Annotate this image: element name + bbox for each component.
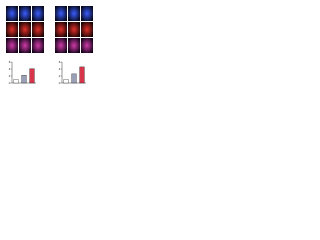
micrograph-grid [6,6,93,53]
micrograph [19,22,31,37]
y-tick-label: 2 [59,74,61,78]
micrograph [19,38,31,53]
bar [79,66,85,84]
y-tick-label: 0 [9,81,11,85]
micrograph [6,6,18,21]
micrograph [81,6,93,21]
y-tick-label: 4 [9,67,11,71]
micrograph [6,38,18,53]
bar [21,75,27,84]
bar [71,73,77,84]
bar [13,79,19,84]
micrograph [55,22,67,37]
y-tick-label: 2 [9,74,11,78]
micrograph [81,22,93,37]
y-tick-label: 4 [59,67,61,71]
bar [63,79,69,84]
micrograph [55,38,67,53]
micrograph [68,38,80,53]
micrograph [32,6,44,21]
y-tick-label: 6 [9,60,11,64]
micrograph [19,6,31,21]
micrograph [68,6,80,21]
micrograph [6,22,18,37]
y-tick-label: 6 [59,60,61,64]
y-tick-label: 0 [59,81,61,85]
micrograph [81,38,93,53]
micrograph [68,22,80,37]
micrograph [32,38,44,53]
figure: 0 2 4 6 0 2 4 6 [6,6,93,85]
micrograph [55,6,67,21]
micrograph [32,22,44,37]
bar [29,68,35,84]
